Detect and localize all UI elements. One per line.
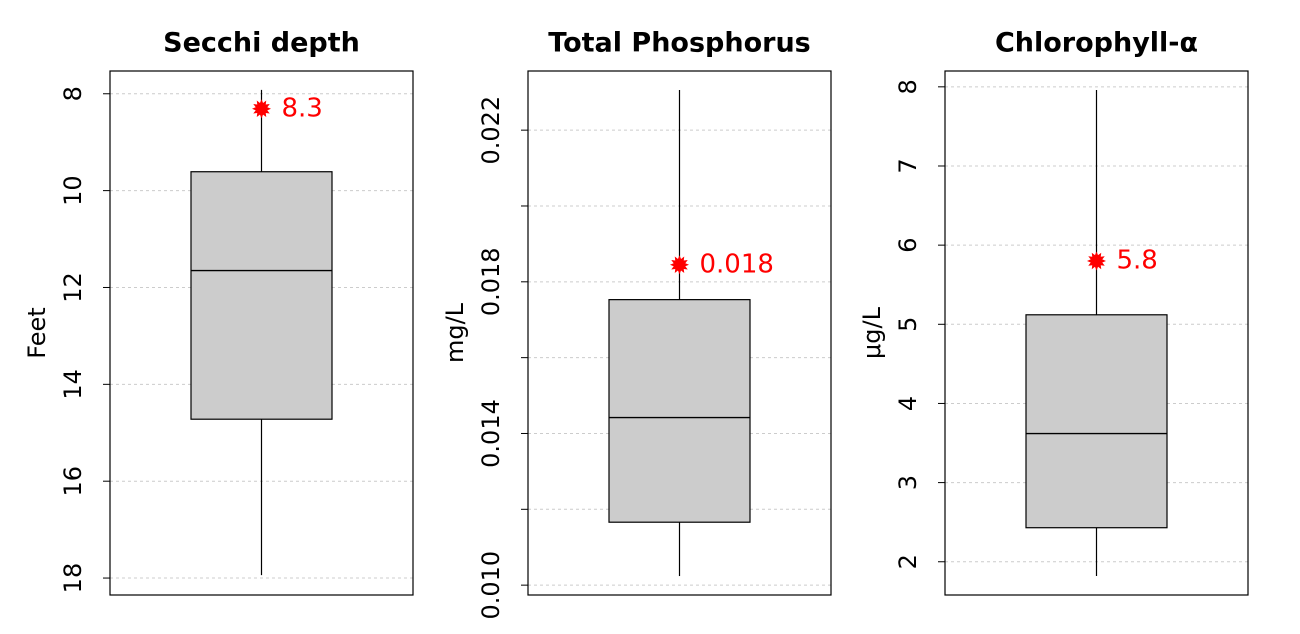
y-tick-label: 0.018	[477, 247, 505, 316]
y-tick-label: 8	[894, 79, 922, 94]
panel-title: Chlorophyll-α	[995, 28, 1198, 59]
marker-label: 0.018	[700, 249, 774, 279]
box	[1025, 314, 1168, 529]
y-tick-label: 10	[59, 175, 87, 206]
y-tick-label: 18	[59, 563, 87, 594]
y-tick-label: 3	[894, 475, 922, 490]
box	[608, 299, 751, 523]
plot-frame	[944, 70, 1249, 596]
y-tick-label: 14	[59, 369, 87, 400]
plot-frame	[109, 70, 414, 596]
plot-frame	[527, 70, 832, 596]
y-tick-label: 2	[894, 554, 922, 569]
y-tick-label: 0.014	[477, 399, 505, 468]
y-tick-label: 0.022	[477, 96, 505, 165]
y-axis-label: mg/L	[441, 302, 469, 363]
highlight-marker	[252, 99, 271, 119]
y-tick-label: 12	[59, 272, 87, 303]
y-tick-label: 0.010	[477, 551, 505, 620]
y-axis-label: Feet	[23, 307, 51, 358]
y-tick-label: 8	[59, 86, 87, 101]
y-tick-label: 16	[59, 466, 87, 497]
marker-label: 5.8	[1117, 245, 1158, 275]
box	[190, 171, 333, 420]
y-tick-label: 5	[894, 317, 922, 332]
panel-title: Secchi depth	[163, 28, 360, 59]
panel-title: Total Phosphorus	[548, 28, 811, 59]
highlight-marker	[670, 255, 689, 275]
y-tick-label: 7	[894, 158, 922, 173]
highlight-marker	[1087, 251, 1106, 271]
y-tick-label: 4	[894, 396, 922, 411]
y-tick-label: 6	[894, 237, 922, 252]
marker-label: 8.3	[282, 93, 323, 123]
y-axis-label: μg/L	[858, 306, 886, 359]
